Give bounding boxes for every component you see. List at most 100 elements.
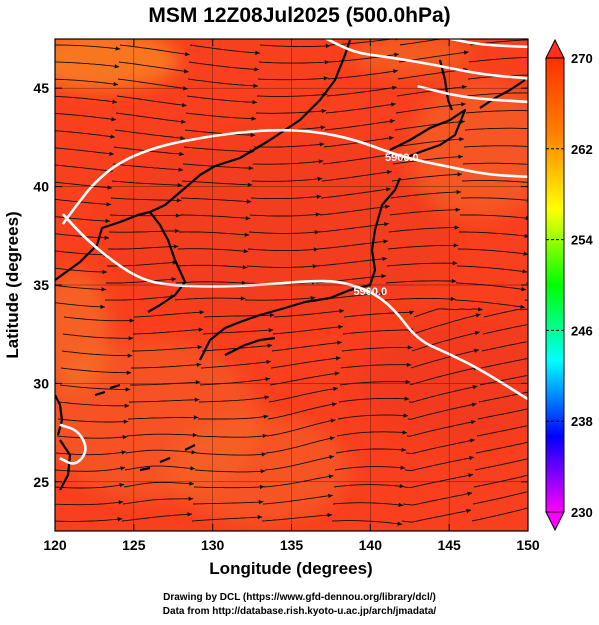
streamline <box>472 491 528 505</box>
streamline-arrow <box>524 233 528 239</box>
streamline-arrow <box>386 169 392 175</box>
streamline-arrow <box>474 348 479 353</box>
streamline-arrow <box>328 474 334 479</box>
streamline-arrow <box>534 73 539 77</box>
streamline-arrow <box>595 222 599 226</box>
streamline <box>333 484 405 488</box>
streamline <box>55 467 126 472</box>
streamline-arrow <box>112 99 118 104</box>
streamline-arrow <box>125 387 131 392</box>
streamline <box>343 310 415 318</box>
streamline <box>273 310 345 318</box>
streamline-arrow <box>401 447 407 452</box>
streamline <box>251 178 323 182</box>
streamline <box>244 297 316 301</box>
streamline-arrow <box>100 304 106 309</box>
streamline-arrow <box>398 502 404 508</box>
streamline-arrow <box>245 215 251 221</box>
streamline-arrow <box>184 51 190 57</box>
streamline-arrow <box>538 470 543 474</box>
streamline <box>129 399 200 403</box>
streamline-arrow <box>260 469 266 474</box>
streamline <box>464 127 528 131</box>
streamline-arrow <box>461 102 466 107</box>
streamline-arrow <box>532 109 537 113</box>
streamline-arrow <box>181 102 187 108</box>
streamline <box>393 138 464 148</box>
streamline <box>124 465 196 471</box>
streamline-arrow <box>407 345 413 350</box>
streamline <box>341 346 413 352</box>
streamline <box>478 391 528 403</box>
streamline <box>55 44 121 50</box>
streamline <box>336 431 408 437</box>
streamline-arrow <box>106 202 112 207</box>
streamline <box>456 265 528 273</box>
streamline-arrow <box>176 198 182 203</box>
streamline-arrow <box>181 119 186 124</box>
streamline-arrow <box>335 356 341 361</box>
contour-label: 5900.0 <box>385 152 419 164</box>
streamline <box>337 414 409 420</box>
streamline-arrow <box>536 37 541 41</box>
streamline <box>182 163 254 169</box>
streamline-arrow <box>192 432 198 438</box>
streamline-arrow <box>391 102 396 107</box>
streamline <box>187 78 259 87</box>
streamline-arrow <box>258 499 264 505</box>
streamline <box>55 216 111 222</box>
streamline-arrow <box>329 436 335 441</box>
streamline-arrow <box>102 269 108 275</box>
streamline <box>133 311 205 318</box>
streamline <box>117 78 188 90</box>
streamline <box>267 403 337 420</box>
streamline <box>474 458 528 471</box>
streamline <box>395 103 466 114</box>
streamline-arrow <box>380 291 386 296</box>
streamline <box>198 396 270 403</box>
streamline-arrow <box>392 85 397 90</box>
streamline-arrow <box>530 144 535 148</box>
streamline <box>57 418 129 423</box>
streamline <box>272 326 344 335</box>
streamline-arrow <box>594 239 599 243</box>
streamline <box>460 197 528 201</box>
streamline <box>262 494 333 505</box>
streamline-arrow <box>540 437 545 441</box>
streamline <box>58 401 130 407</box>
streamline-arrow <box>194 397 200 402</box>
streamline <box>258 61 330 64</box>
streamline <box>123 481 195 488</box>
streamline <box>475 441 528 454</box>
streamline-arrow <box>590 307 595 311</box>
streamline-arrow <box>520 304 525 309</box>
streamline-arrow <box>190 466 196 471</box>
streamline <box>271 341 342 352</box>
streamline <box>55 451 127 456</box>
streamline <box>465 110 528 114</box>
colorbar-tick-label: 262 <box>571 142 593 157</box>
streamline <box>403 474 474 489</box>
streamline <box>482 323 528 335</box>
y-tick-label: 35 <box>33 277 49 293</box>
streamline <box>263 475 334 488</box>
streamline <box>463 145 528 148</box>
streamline-arrow <box>381 273 387 279</box>
streamline-arrow <box>405 379 411 385</box>
streamline-arrow <box>123 419 129 424</box>
x-tick-label: 135 <box>280 537 304 553</box>
streamline <box>253 143 325 148</box>
streamline-arrow <box>118 500 124 505</box>
streamline-arrow <box>394 52 399 57</box>
streamline-arrow <box>522 269 528 274</box>
streamline-arrow <box>171 277 177 282</box>
streamline <box>476 425 528 437</box>
streamline <box>62 333 134 339</box>
streamline-arrow <box>124 403 130 408</box>
streamline <box>55 267 108 273</box>
streamline <box>252 160 324 165</box>
streamline <box>457 248 528 255</box>
streamline <box>180 197 252 203</box>
streamline-arrow <box>188 496 194 501</box>
streamline <box>471 507 528 522</box>
